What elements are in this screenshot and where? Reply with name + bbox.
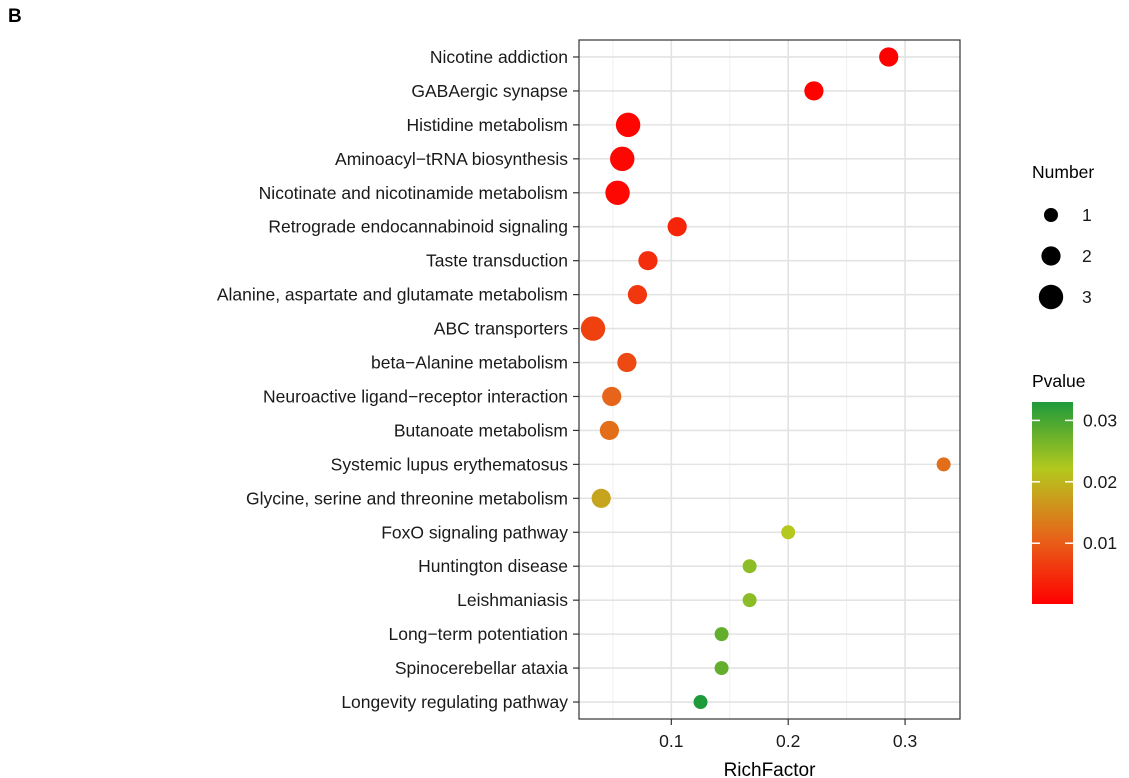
y-tick-label: Leishmaniasis bbox=[457, 590, 568, 610]
y-tick-label: Spinocerebellar ataxia bbox=[395, 658, 568, 678]
x-tick-label: 0.3 bbox=[893, 731, 917, 751]
plot-border bbox=[578, 39, 961, 720]
size-legend-title: Number bbox=[1032, 162, 1094, 182]
y-tick-label: Neuroactive ligand−receptor interaction bbox=[263, 386, 568, 406]
x-axis-title: RichFactor bbox=[724, 760, 817, 778]
y-tick-label: ABC transporters bbox=[434, 319, 568, 339]
color-legend-bar bbox=[1032, 402, 1073, 604]
data-point bbox=[638, 251, 658, 271]
data-point bbox=[714, 661, 729, 676]
y-tick-label: Long−term potentiation bbox=[388, 624, 568, 644]
y-tick-label: Alanine, aspartate and glutamate metabol… bbox=[217, 285, 568, 305]
data-point bbox=[742, 559, 757, 574]
color-legend-label: 0.01 bbox=[1083, 533, 1117, 553]
y-tick-label: Nicotinate and nicotinamide metabolism bbox=[259, 183, 568, 203]
y-tick-label: FoxO signaling pathway bbox=[381, 522, 568, 542]
size-legend-dot bbox=[1041, 246, 1061, 266]
y-tick-label: Taste transduction bbox=[426, 251, 568, 271]
y-tick-label: Huntington disease bbox=[418, 556, 568, 576]
data-point bbox=[617, 352, 637, 373]
y-tick-label: Systemic lupus erythematosus bbox=[331, 454, 569, 474]
color-legend-label: 0.02 bbox=[1083, 472, 1117, 492]
y-tick-label: Longevity regulating pathway bbox=[341, 692, 568, 712]
y-tick-label: beta−Alanine metabolism bbox=[371, 353, 568, 373]
y-tick-label: GABAergic synapse bbox=[411, 81, 568, 101]
y-tick-label: Retrograde endocannabinoid signaling bbox=[268, 217, 568, 237]
data-point bbox=[693, 695, 708, 710]
color-legend-label: 0.03 bbox=[1083, 410, 1117, 430]
y-tick-label: Glycine, serine and threonine metabolism bbox=[246, 488, 568, 508]
y-tick-label: Aminoacyl−tRNA biosynthesis bbox=[335, 149, 568, 169]
data-point bbox=[602, 386, 622, 407]
data-point bbox=[591, 488, 611, 508]
size-legend-label: 2 bbox=[1082, 246, 1092, 266]
data-point bbox=[605, 180, 630, 205]
data-point bbox=[804, 81, 824, 101]
data-point bbox=[599, 420, 619, 441]
y-tick-label: Butanoate metabolism bbox=[394, 420, 568, 440]
data-point bbox=[936, 457, 951, 472]
y-tick-label: Histidine metabolism bbox=[407, 115, 568, 135]
data-point bbox=[615, 112, 641, 138]
data-point bbox=[610, 146, 635, 172]
data-point bbox=[580, 316, 606, 341]
size-legend-dot bbox=[1038, 284, 1064, 310]
size-legend-label: 3 bbox=[1082, 287, 1092, 307]
x-tick-label: 0.1 bbox=[659, 731, 683, 751]
x-tick-label: 0.2 bbox=[776, 731, 800, 751]
data-point bbox=[667, 217, 687, 237]
size-legend-label: 1 bbox=[1082, 205, 1092, 225]
data-point bbox=[742, 593, 757, 608]
data-point bbox=[781, 525, 796, 540]
y-tick-label: Nicotine addiction bbox=[430, 47, 568, 67]
data-point bbox=[627, 285, 648, 305]
data-point bbox=[879, 47, 899, 67]
color-legend-title: Pvalue bbox=[1032, 371, 1086, 391]
size-legend-dot bbox=[1044, 208, 1058, 222]
panel-label: B bbox=[8, 6, 22, 27]
data-point bbox=[714, 627, 729, 642]
